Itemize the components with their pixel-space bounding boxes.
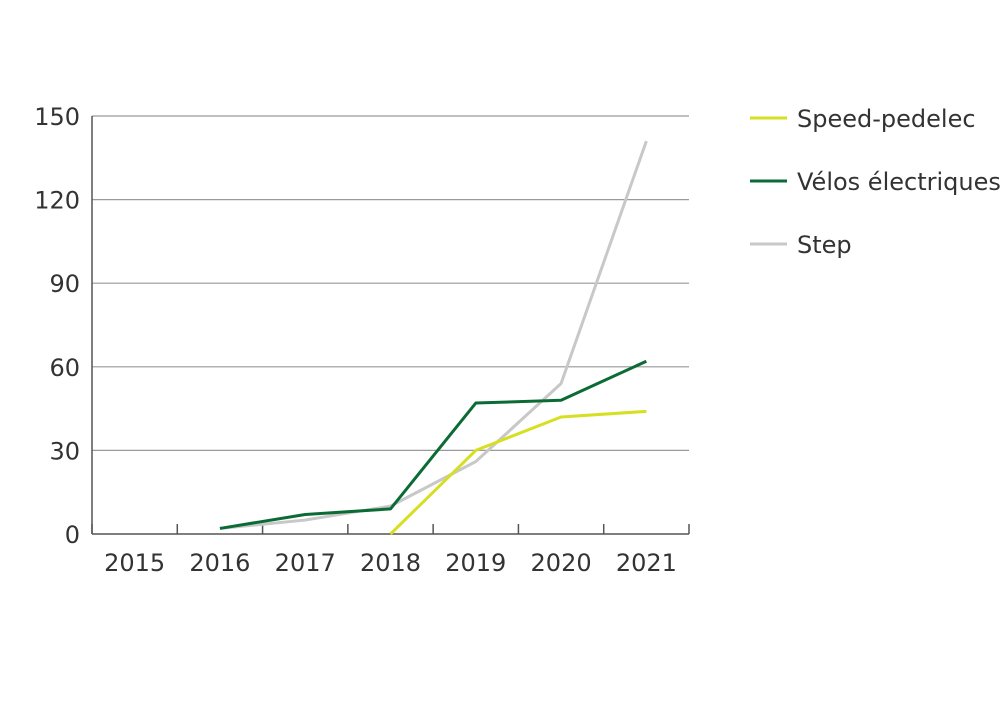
legend-label: Step	[797, 231, 852, 259]
y-tick-label: 60	[49, 354, 80, 382]
x-tick-label: 2015	[104, 549, 165, 577]
x-tick-label: 2019	[445, 549, 506, 577]
x-tick-label: 2018	[360, 549, 421, 577]
x-tick-label: 2021	[616, 549, 677, 577]
y-tick-label: 0	[65, 521, 80, 549]
y-axis: 0 30 60 90 120 150	[34, 103, 92, 549]
y-tick-label: 150	[34, 103, 80, 131]
legend: Speed-pedelec Vélos électriques Step	[750, 105, 1000, 259]
x-tick-label: 2016	[189, 549, 250, 577]
series-line-v-los-lectriques	[220, 361, 646, 528]
y-tick-label: 30	[49, 437, 80, 465]
x-tick-label: 2017	[275, 549, 336, 577]
series-line-speed-pedelec	[391, 411, 647, 534]
grid-lines	[92, 116, 689, 450]
y-tick-label: 90	[49, 270, 80, 298]
x-tick-label: 2020	[531, 549, 592, 577]
legend-label: Speed-pedelec	[797, 105, 976, 133]
y-tick-label: 120	[34, 187, 80, 215]
legend-label: Vélos électriques	[797, 168, 1000, 196]
